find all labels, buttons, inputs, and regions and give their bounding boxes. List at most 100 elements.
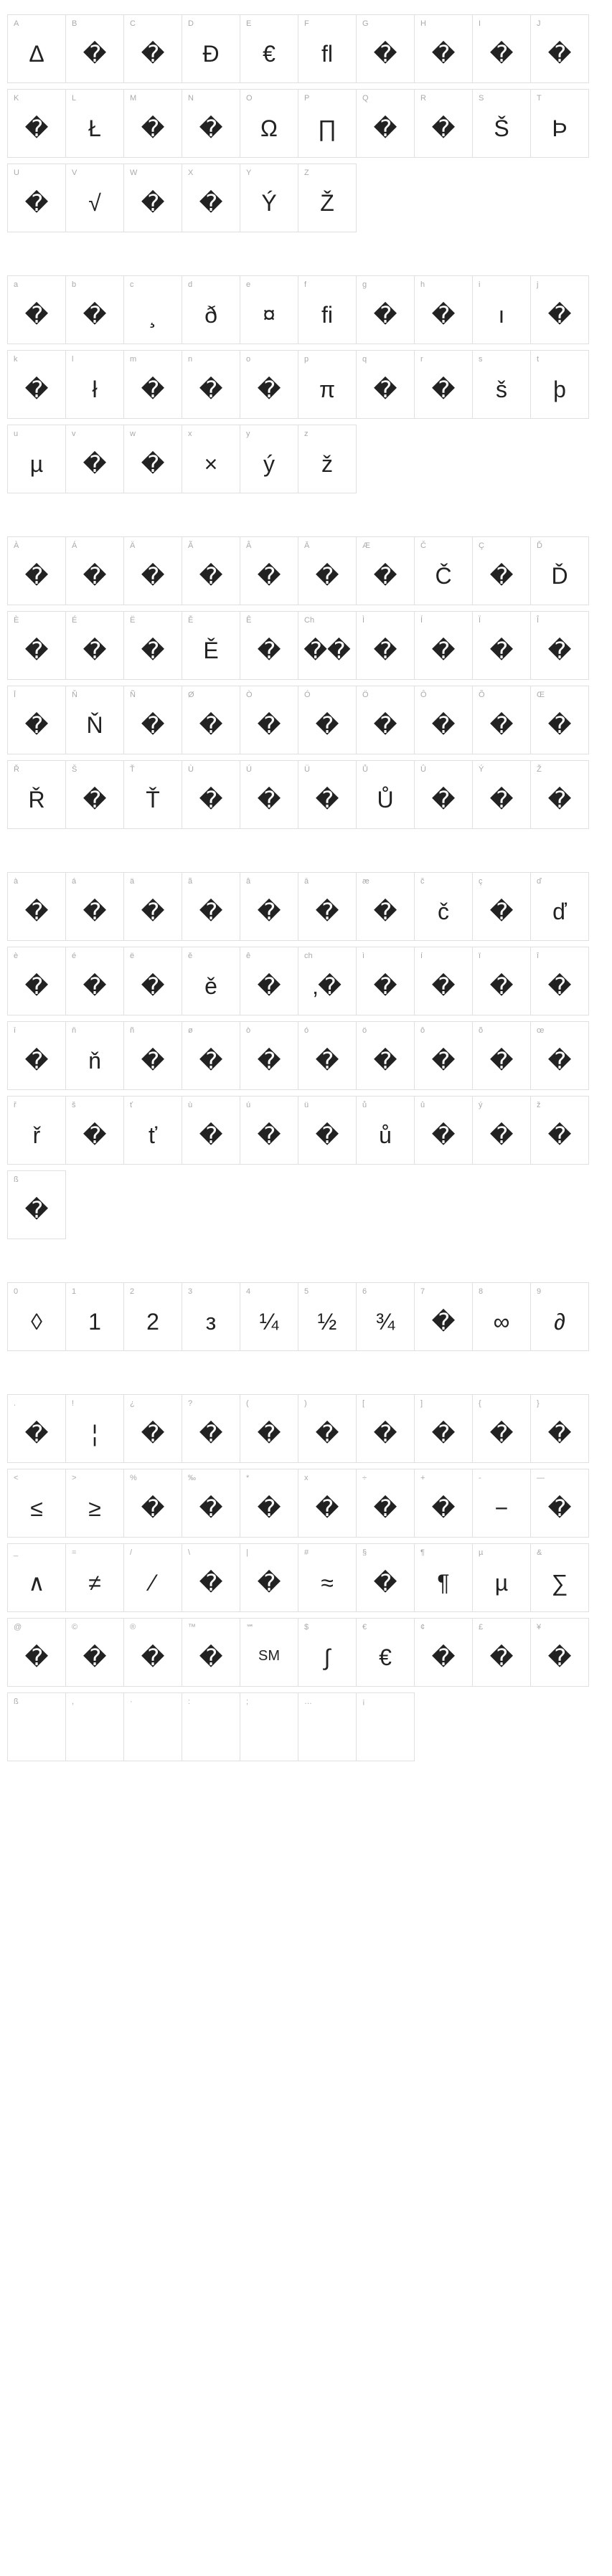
glyph-cell[interactable]: · <box>123 1692 182 1761</box>
glyph-cell[interactable]: YÝ <box>240 164 298 232</box>
glyph-cell[interactable]: Ý� <box>472 760 531 829</box>
glyph-cell[interactable]: Æ� <box>356 536 415 605</box>
glyph-cell[interactable]: w� <box>123 425 182 493</box>
glyph-cell[interactable]: \� <box>182 1543 240 1612</box>
glyph-cell[interactable]: ůů <box>356 1096 415 1165</box>
glyph-cell[interactable]: o� <box>240 350 298 419</box>
glyph-cell[interactable]: ¢� <box>414 1618 473 1687</box>
glyph-cell[interactable]: g� <box>356 275 415 344</box>
glyph-cell[interactable]: ü� <box>298 1096 357 1165</box>
glyph-cell[interactable]: ©� <box>65 1618 124 1687</box>
glyph-cell[interactable]: ò� <box>240 1021 298 1090</box>
glyph-cell[interactable]: ‰� <box>182 1469 240 1538</box>
glyph-cell[interactable]: œ� <box>530 1021 589 1090</box>
glyph-cell[interactable]: Ò� <box>240 686 298 754</box>
glyph-cell[interactable]: sš <box>472 350 531 419</box>
glyph-cell[interactable]: §� <box>356 1543 415 1612</box>
glyph-cell[interactable]: á� <box>65 872 124 941</box>
glyph-cell[interactable]: ČČ <box>414 536 473 605</box>
glyph-cell[interactable]: ěě <box>182 947 240 1015</box>
glyph-cell[interactable]: £� <box>472 1618 531 1687</box>
glyph-cell[interactable]: Í� <box>414 611 473 680</box>
glyph-cell[interactable]: ì� <box>356 947 415 1015</box>
glyph-cell[interactable]: W� <box>123 164 182 232</box>
glyph-cell[interactable]: : <box>182 1692 240 1761</box>
glyph-cell[interactable]: ô� <box>414 1021 473 1090</box>
glyph-cell[interactable]: Õ� <box>472 686 531 754</box>
glyph-cell[interactable]: j� <box>530 275 589 344</box>
glyph-cell[interactable]: ℠SM <box>240 1618 298 1687</box>
glyph-cell[interactable]: Ó� <box>298 686 357 754</box>
glyph-cell[interactable]: ZŽ <box>298 164 357 232</box>
glyph-cell[interactable]: Ä� <box>123 536 182 605</box>
glyph-cell[interactable]: dð <box>182 275 240 344</box>
glyph-cell[interactable]: 8∞ <box>472 1282 531 1351</box>
glyph-cell[interactable]: -− <box>472 1469 531 1538</box>
glyph-cell[interactable]: Ø� <box>182 686 240 754</box>
glyph-cell[interactable]: 3з <box>182 1282 240 1351</box>
glyph-cell[interactable]: V√ <box>65 164 124 232</box>
glyph-cell[interactable]: x� <box>298 1469 357 1538</box>
glyph-cell[interactable]: ¶¶ <box>414 1543 473 1612</box>
glyph-cell[interactable]: lł <box>65 350 124 419</box>
glyph-cell[interactable]: À� <box>7 536 66 605</box>
glyph-cell[interactable]: é� <box>65 947 124 1015</box>
glyph-cell[interactable]: 9∂ <box>530 1282 589 1351</box>
glyph-cell[interactable]: ã� <box>182 872 240 941</box>
glyph-cell[interactable]: B� <box>65 14 124 83</box>
glyph-cell[interactable]: ŤŤ <box>123 760 182 829</box>
glyph-cell[interactable]: k� <box>7 350 66 419</box>
glyph-cell[interactable]: Ã� <box>182 536 240 605</box>
glyph-cell[interactable]: *� <box>240 1469 298 1538</box>
glyph-cell[interactable]: +� <box>414 1469 473 1538</box>
glyph-cell[interactable]: Ch�� <box>298 611 357 680</box>
glyph-cell[interactable]: E€ <box>240 14 298 83</box>
glyph-cell[interactable]: R� <box>414 89 473 158</box>
glyph-cell[interactable]: Ü� <box>298 760 357 829</box>
glyph-cell[interactable]: â� <box>240 872 298 941</box>
glyph-cell[interactable]: ÷� <box>356 1469 415 1538</box>
glyph-cell[interactable]: I� <box>472 14 531 83</box>
glyph-cell[interactable]: U� <box>7 164 66 232</box>
glyph-cell[interactable]: P∏ <box>298 89 357 158</box>
glyph-cell[interactable]: ¥� <box>530 1618 589 1687</box>
glyph-cell[interactable]: n� <box>182 350 240 419</box>
glyph-cell[interactable]: à� <box>7 872 66 941</box>
glyph-cell[interactable]: ?� <box>182 1394 240 1463</box>
glyph-cell[interactable]: $∫ <box>298 1618 357 1687</box>
glyph-cell[interactable]: K� <box>7 89 66 158</box>
glyph-cell[interactable]: ā� <box>298 872 357 941</box>
glyph-cell[interactable]: æ� <box>356 872 415 941</box>
glyph-cell[interactable]: ï� <box>472 947 531 1015</box>
glyph-cell[interactable]: ī� <box>7 1021 66 1090</box>
glyph-cell[interactable]: fﬁ <box>298 275 357 344</box>
glyph-cell[interactable]: AΔ <box>7 14 66 83</box>
glyph-cell[interactable]: )� <box>298 1394 357 1463</box>
glyph-cell[interactable]: !¦ <box>65 1394 124 1463</box>
glyph-cell[interactable]: Ž� <box>530 760 589 829</box>
glyph-cell[interactable]: ™� <box>182 1618 240 1687</box>
glyph-cell[interactable]: yý <box>240 425 298 493</box>
glyph-cell[interactable]: ťť <box>123 1096 182 1165</box>
glyph-cell[interactable]: Ú� <box>240 760 298 829</box>
glyph-cell[interactable]: v� <box>65 425 124 493</box>
glyph-cell[interactable]: Û� <box>414 760 473 829</box>
glyph-cell[interactable]: ďď <box>530 872 589 941</box>
glyph-cell[interactable]: TÞ <box>530 89 589 158</box>
glyph-cell[interactable]: ê� <box>240 947 298 1015</box>
glyph-cell[interactable]: ý� <box>472 1096 531 1165</box>
glyph-cell[interactable]: ; <box>240 1692 298 1761</box>
glyph-cell[interactable]: 5½ <box>298 1282 357 1351</box>
glyph-cell[interactable]: SŠ <box>472 89 531 158</box>
glyph-cell[interactable]: Á� <box>65 536 124 605</box>
glyph-cell[interactable]: 22 <box>123 1282 182 1351</box>
glyph-cell[interactable]: ä� <box>123 872 182 941</box>
glyph-cell[interactable]: ¡ <box>356 1692 415 1761</box>
glyph-cell[interactable]: , <box>65 1692 124 1761</box>
glyph-cell[interactable]: Ù� <box>182 760 240 829</box>
glyph-cell[interactable]: Q� <box>356 89 415 158</box>
glyph-cell[interactable]: ĎĎ <box>530 536 589 605</box>
glyph-cell[interactable]: [� <box>356 1394 415 1463</box>
glyph-cell[interactable]: î� <box>530 947 589 1015</box>
glyph-cell[interactable]: Ê� <box>240 611 298 680</box>
